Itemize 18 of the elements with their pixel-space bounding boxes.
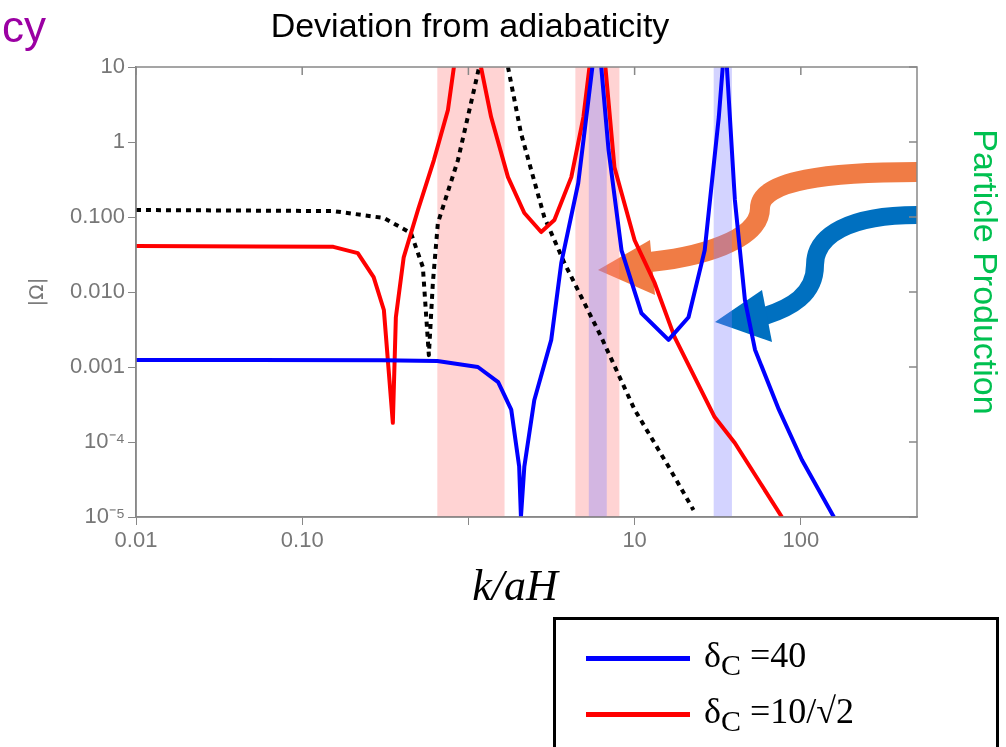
- y-tick-label: 1: [112, 128, 125, 154]
- chart-title: Deviation from adiabaticity: [269, 6, 671, 45]
- y-tick-label: 10⁻⁵: [84, 503, 125, 529]
- x-tick-label: 10: [622, 527, 647, 553]
- x-tick-label: 0.01: [114, 527, 158, 553]
- y-tick-label: 0.010: [69, 278, 125, 304]
- y-tick-label: 10: [100, 53, 125, 79]
- text: Particle Production: [965, 129, 1005, 415]
- y-tick-label: 0.001: [69, 353, 125, 379]
- y-tick-label: 10⁻⁴: [84, 428, 125, 454]
- y-tick-label: 0.100: [69, 203, 125, 229]
- legend-label: δ$_{C}$ =10/√2: [704, 689, 855, 739]
- x-axis-title: k/aH: [471, 560, 561, 611]
- x-tick-label: 0.10: [280, 527, 324, 553]
- y-axis-title: |Ω|: [24, 277, 48, 307]
- text: cy: [2, 2, 46, 52]
- legend-label: δ$_{C}$ =40: [704, 633, 807, 683]
- x-tick-label: 100: [782, 527, 820, 553]
